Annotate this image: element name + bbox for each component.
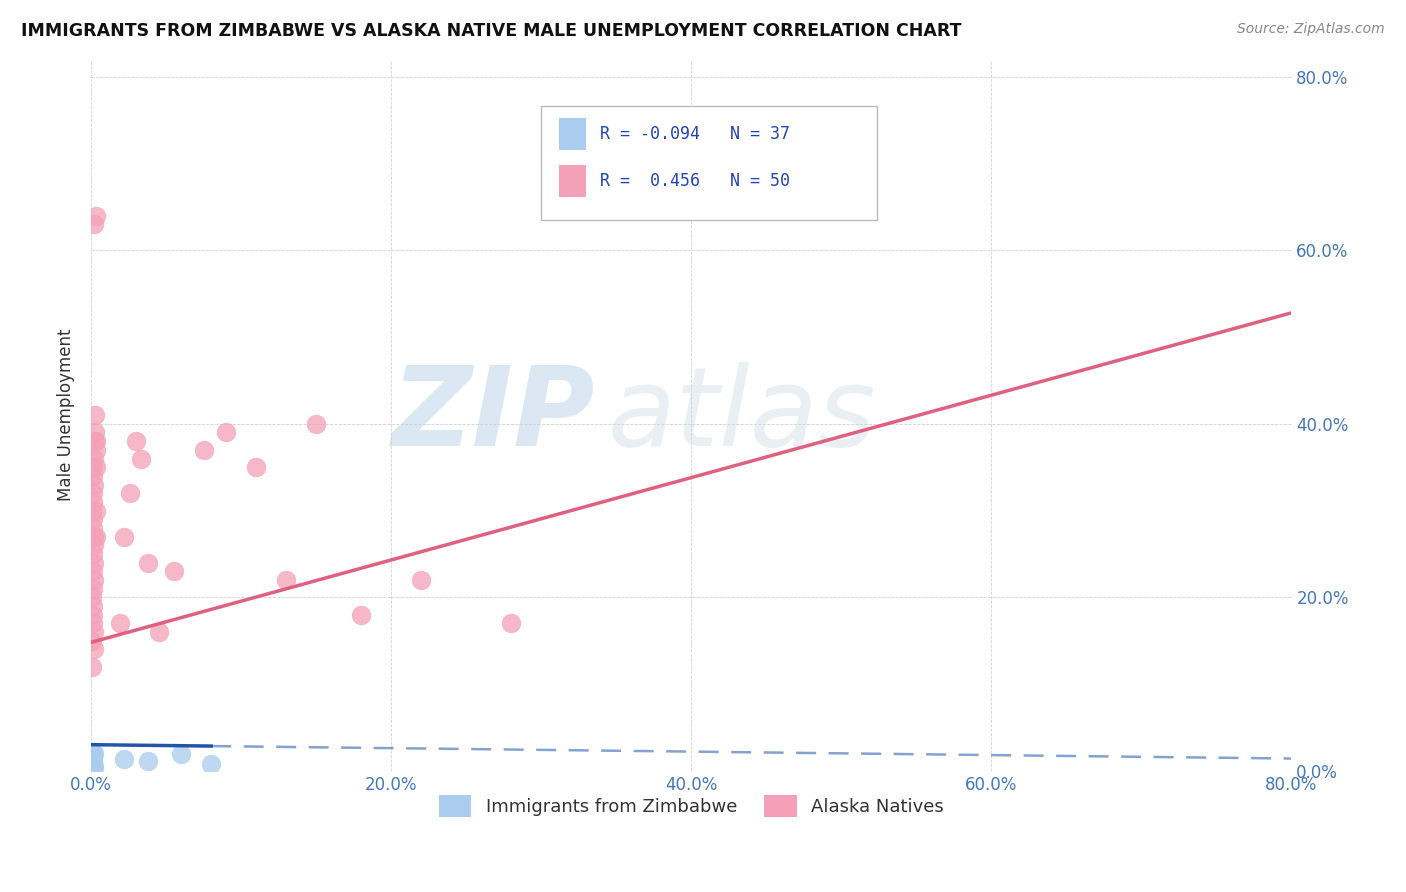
Point <box>84 442 107 457</box>
Point <box>136 754 159 768</box>
Point <box>82 758 104 772</box>
Point <box>193 442 215 457</box>
Point <box>82 758 104 772</box>
Point <box>80 745 103 759</box>
Point <box>82 599 104 613</box>
Text: R = -0.094   N = 37: R = -0.094 N = 37 <box>600 125 790 143</box>
Point <box>82 495 104 509</box>
Point <box>80 754 103 768</box>
Point <box>163 564 186 578</box>
Y-axis label: Male Unemployment: Male Unemployment <box>58 329 75 501</box>
Point <box>82 749 104 764</box>
Point <box>82 756 104 770</box>
Point <box>129 451 152 466</box>
Point <box>245 460 267 475</box>
Point <box>83 573 105 587</box>
Point <box>82 633 104 648</box>
Point <box>82 754 104 768</box>
Point <box>215 425 238 440</box>
Point <box>83 434 105 449</box>
Point <box>84 503 107 517</box>
Point <box>82 547 104 561</box>
Point <box>82 759 104 773</box>
Point <box>82 746 104 760</box>
Text: atlas: atlas <box>607 361 876 468</box>
Point <box>120 486 142 500</box>
Point <box>83 747 105 761</box>
Point <box>80 761 103 775</box>
Point <box>83 408 105 422</box>
Point <box>82 512 104 526</box>
Point <box>305 417 328 431</box>
Point <box>82 616 104 631</box>
Point <box>82 756 104 771</box>
Point <box>83 530 105 544</box>
FancyBboxPatch shape <box>560 165 586 197</box>
Point <box>200 756 222 771</box>
Point <box>350 607 373 622</box>
Legend: Immigrants from Zimbabwe, Alaska Natives: Immigrants from Zimbabwe, Alaska Natives <box>430 786 953 826</box>
Point <box>82 521 104 535</box>
Point <box>83 218 105 232</box>
Point <box>82 748 104 763</box>
Point <box>501 616 523 631</box>
Point <box>82 468 104 483</box>
Text: IMMIGRANTS FROM ZIMBABWE VS ALASKA NATIVE MALE UNEMPLOYMENT CORRELATION CHART: IMMIGRANTS FROM ZIMBABWE VS ALASKA NATIV… <box>21 22 962 40</box>
Point <box>83 556 105 570</box>
FancyBboxPatch shape <box>541 106 877 219</box>
Point <box>82 758 104 772</box>
Point <box>82 486 104 500</box>
Point <box>80 753 103 767</box>
Point <box>82 754 104 768</box>
Point <box>82 756 104 771</box>
Point <box>170 747 193 762</box>
Point <box>82 564 104 578</box>
Point <box>80 749 103 764</box>
Point <box>276 573 298 587</box>
Point <box>82 659 104 673</box>
Point <box>82 747 104 762</box>
Point <box>84 434 107 449</box>
Point <box>82 582 104 596</box>
Point <box>82 752 104 766</box>
Point <box>112 530 135 544</box>
Point <box>82 755 104 769</box>
Point <box>82 607 104 622</box>
Text: Source: ZipAtlas.com: Source: ZipAtlas.com <box>1237 22 1385 37</box>
Point <box>82 759 104 773</box>
Text: ZIP: ZIP <box>392 361 595 468</box>
Point <box>80 503 103 517</box>
Point <box>83 538 105 552</box>
Point <box>83 477 105 491</box>
Point <box>83 642 105 657</box>
Point <box>82 756 104 771</box>
Point <box>82 761 104 775</box>
Point <box>83 451 105 466</box>
Point <box>80 759 103 773</box>
Point <box>148 624 170 639</box>
Point <box>136 556 159 570</box>
Point <box>83 761 105 775</box>
Point <box>84 209 107 223</box>
Point <box>112 752 135 766</box>
Point <box>83 425 105 440</box>
FancyBboxPatch shape <box>560 118 586 150</box>
Point <box>82 760 104 774</box>
Point <box>82 756 104 771</box>
Point <box>80 752 103 766</box>
Point <box>108 616 131 631</box>
Point <box>82 756 104 770</box>
Point <box>82 759 104 773</box>
Point <box>84 530 107 544</box>
Point <box>82 749 104 764</box>
Point <box>82 460 104 475</box>
Point <box>82 591 104 605</box>
Point <box>125 434 148 449</box>
Text: R =  0.456   N = 50: R = 0.456 N = 50 <box>600 172 790 190</box>
Point <box>83 624 105 639</box>
Point <box>411 573 433 587</box>
Point <box>86 460 108 475</box>
Point <box>80 750 103 764</box>
